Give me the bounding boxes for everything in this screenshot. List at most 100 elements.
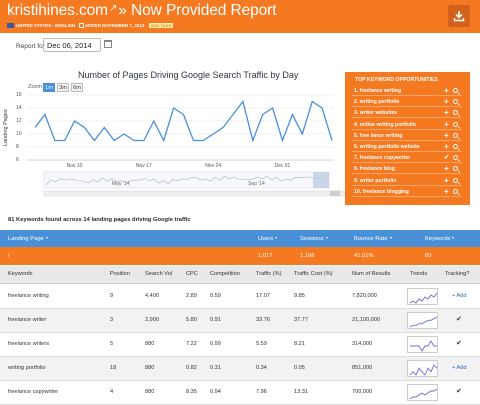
add-tags-button[interactable]: ADD TAGS [148, 23, 174, 28]
add-tracking-button[interactable]: + Add [452, 293, 467, 299]
cpc-cell: 5.80 [186, 317, 197, 323]
traffic-line-chart [27, 94, 346, 197]
zoom-3m-button[interactable]: 3m [57, 83, 69, 92]
col-num-results[interactable]: Num of Results [352, 271, 391, 277]
plus-icon[interactable]: + [444, 175, 449, 185]
y-tick-label: 6 [16, 157, 19, 163]
landing-bounce-rate: 41.51% [354, 253, 374, 259]
search-icon[interactable] [453, 166, 458, 172]
zoom-1m-button[interactable]: 1m [43, 83, 55, 92]
trend-sparkline [407, 360, 438, 377]
trend-line [409, 292, 437, 304]
table-row[interactable]: writing portfolio 18 880 0.82 0.31 0.34 0.05 85… [0, 357, 480, 381]
report-title: kristihines.com↗» Now Provided Report [7, 2, 277, 20]
landing-page-path: / [8, 253, 10, 259]
opportunity-item[interactable]: 2. writing portfolio + [352, 97, 462, 108]
col-users[interactable]: Users [258, 236, 278, 242]
sort-icon [389, 237, 392, 239]
col-keywords[interactable]: Keywords [8, 271, 33, 277]
table-row[interactable]: freelance writing 9 4,400 2.89 0.59 17.07 9.85… [0, 285, 480, 309]
title-arrows: » [118, 2, 127, 19]
col-position[interactable]: Position [110, 271, 130, 277]
col-search-vol[interactable]: Search Vol [145, 271, 173, 277]
search-icon[interactable] [453, 177, 458, 183]
opportunities-title: TOP KEYWORD OPPORTUNITIES [355, 77, 438, 83]
search-icon[interactable] [453, 155, 458, 161]
col-bounce-label: Bounce Rate [354, 236, 388, 242]
num-results-cell: 7,820,000 [352, 293, 377, 299]
search-icon[interactable] [453, 121, 458, 127]
col-bounce-rate[interactable]: Bounce Rate [354, 236, 392, 242]
x-tick-label: Nov 17 [135, 163, 152, 169]
date-picker-icon[interactable] [104, 40, 112, 48]
traffic-cell: 5.59 [256, 341, 267, 347]
traffic-cost-cell: 0.05 [294, 365, 305, 371]
added-date: ADDED NOVEMBER 7, 2013 [84, 23, 145, 28]
sort-icon [452, 237, 455, 239]
range-navigator [43, 171, 330, 189]
external-link-icon[interactable]: ↗ [109, 3, 118, 14]
search-icon[interactable] [453, 88, 458, 93]
cpc-cell: 0.82 [186, 365, 197, 371]
us-flag-icon [7, 23, 14, 28]
search-vol-cell: 4,400 [145, 293, 159, 299]
sort-icon [275, 237, 278, 239]
opportunity-item[interactable]: 6. writing portfolio website + [352, 142, 462, 152]
keyword-cell: freelance writing [8, 293, 49, 299]
col-keywords[interactable]: Keywords [425, 236, 455, 242]
site-name[interactable]: kristihines.com [7, 2, 108, 19]
opportunity-label: 10. freelance blogging [354, 188, 409, 195]
search-icon[interactable] [453, 144, 458, 149]
download-button[interactable] [448, 5, 470, 27]
report-date-input[interactable]: Dec 06, 2014 [43, 38, 101, 52]
landing-keywords: 60 [425, 253, 432, 259]
plus-icon[interactable]: + [444, 108, 449, 118]
opportunity-item[interactable]: 3. writer websites + [352, 108, 462, 119]
traffic-cell: 33.76 [256, 317, 270, 323]
table-row[interactable]: freelance copywriter 4 880 8.35 0.94 7.96 13.3… [0, 381, 480, 405]
plus-icon[interactable]: + [444, 97, 449, 107]
opportunity-item[interactable]: 4. online writing portfolio + [352, 119, 462, 130]
opportunity-item[interactable]: 10. freelance blogging + [352, 186, 462, 197]
sort-icon [325, 237, 328, 239]
plus-icon[interactable]: + [444, 142, 449, 151]
cpc-cell: 8.35 [186, 389, 197, 395]
plus-icon[interactable]: + [444, 164, 449, 174]
opportunity-item[interactable]: 9. writer portfolio + [352, 175, 462, 186]
col-traffic-cost[interactable]: Traffic Cost (%) [294, 271, 333, 277]
plus-icon[interactable]: + [444, 86, 449, 95]
opportunity-item[interactable]: 1. freelance writing + [352, 86, 462, 96]
zoom-6m-button[interactable]: 6m [71, 83, 83, 92]
search-icon[interactable] [453, 188, 458, 194]
report-header: kristihines.com↗» Now Provided Report UN… [0, 0, 480, 33]
col-landing-page[interactable]: Landing Page [8, 236, 48, 242]
y-tick-label: 10 [16, 131, 22, 137]
col-sessions[interactable]: Sessions [300, 236, 328, 242]
series-line [34, 100, 333, 143]
tracked-check-icon: ✔ [456, 388, 462, 395]
num-results-cell: 851,000 [352, 365, 373, 371]
add-tracking-button[interactable]: + Add [452, 365, 467, 371]
col-cpc[interactable]: CPC [186, 271, 198, 277]
search-icon[interactable] [453, 99, 458, 105]
landing-users: 1,017 [258, 253, 273, 259]
calendar-icon [78, 23, 84, 28]
opportunity-item[interactable]: 8. freelance blog + [352, 164, 462, 175]
traffic-cost-cell: 37.77 [294, 317, 308, 323]
search-icon[interactable] [453, 110, 458, 116]
y-tick-label: 14 [16, 105, 22, 111]
col-traffic[interactable]: Traffic (%) [256, 271, 282, 277]
opportunity-label: 9. writer portfolio [354, 177, 397, 184]
opportunity-item[interactable]: 7. freelance copywriter ✔ [352, 154, 462, 164]
col-competition[interactable]: Competition [210, 271, 240, 277]
plus-icon[interactable]: + [444, 186, 449, 196]
plus-icon[interactable]: + [444, 130, 449, 140]
plus-icon[interactable]: + [444, 119, 449, 129]
traffic-cost-cell: 9.85 [294, 293, 305, 299]
table-row[interactable]: freelance writers 5 880 7.22 0.99 5.59 8.21 314… [0, 333, 480, 357]
search-icon[interactable] [453, 132, 458, 138]
table-row[interactable]: freelance writer 3 2,900 5.80 0.91 33.76 37.77… [0, 309, 480, 333]
opportunity-item[interactable]: 5. free lance writing + [352, 130, 462, 141]
x-tick-label: Nov 10 [66, 163, 83, 169]
landing-page-row[interactable]: / 1,017 1,166 41.51% 60 [0, 247, 480, 265]
